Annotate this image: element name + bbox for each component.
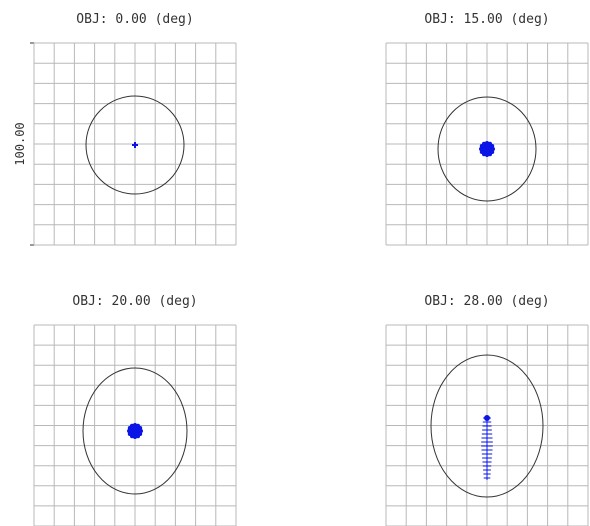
spot-point: [485, 141, 489, 145]
panels: [33, 42, 589, 526]
spot-point: [485, 153, 489, 157]
spot-point: [488, 152, 492, 157]
panel-title: OBJ: 0.00 (deg): [76, 12, 193, 27]
spot-point: [136, 434, 140, 439]
spot-point: [127, 432, 132, 436]
spot-panel: [33, 42, 237, 246]
panel-title: OBJ: 28.00 (deg): [424, 294, 549, 309]
airy-disk: [82, 367, 188, 495]
spot-panel: [385, 324, 589, 526]
spot-point: [484, 415, 490, 421]
spot-point: [133, 435, 137, 439]
spot-point: [479, 150, 484, 154]
spot-point: [138, 426, 143, 430]
spot-panel: [385, 42, 589, 246]
spot-point: [482, 141, 486, 146]
scale-bar-label: 100.00: [13, 122, 27, 165]
spot-point: [479, 147, 483, 151]
spot-point: [490, 144, 495, 148]
spot-panel: [33, 324, 237, 526]
panel-title: OBJ: 15.00 (deg): [424, 12, 549, 27]
spot-point: [127, 429, 131, 433]
spot-point: [139, 429, 143, 433]
airy-disk: [430, 354, 544, 498]
spot-point: [133, 423, 137, 427]
airy-disk: [437, 96, 537, 202]
panel-title: OBJ: 20.00 (deg): [72, 294, 197, 309]
spot-point: [491, 147, 495, 151]
airy-disk: [85, 95, 185, 195]
spot-point: [130, 423, 134, 428]
